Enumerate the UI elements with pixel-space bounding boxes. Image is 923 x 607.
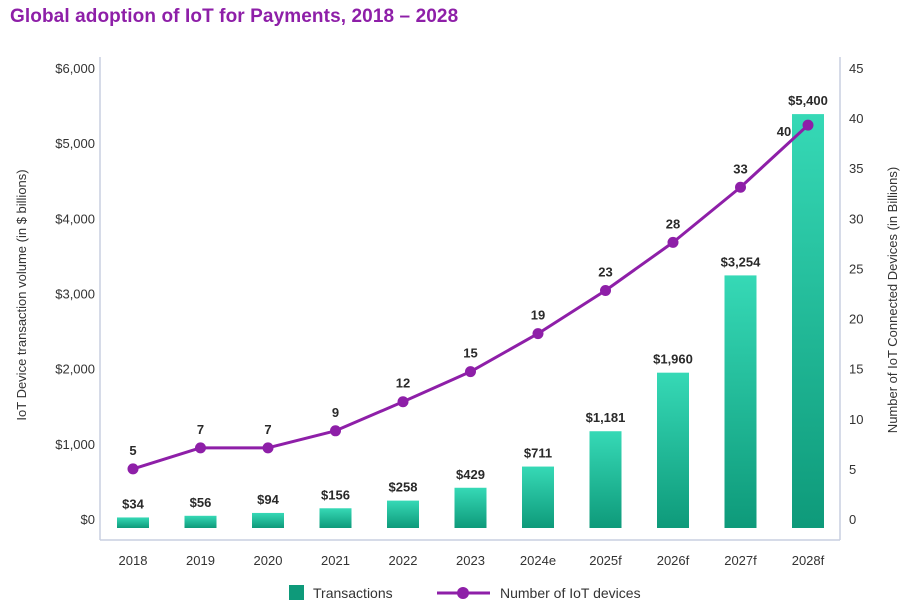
y-tick-label: $3,000 — [55, 287, 95, 302]
y2-tick-label: 10 — [849, 412, 863, 427]
devices-point — [667, 236, 679, 248]
bar-value-label: $258 — [389, 480, 418, 495]
bar — [252, 512, 284, 528]
y2-tick-label: 0 — [849, 512, 856, 527]
x-tick-label: 2021 — [321, 553, 350, 568]
x-tick-label: 2020 — [254, 553, 283, 568]
bar — [792, 114, 824, 528]
x-tick-label: 2025f — [589, 553, 622, 568]
devices-value-label: 28 — [666, 216, 680, 231]
y2-tick-label: 25 — [849, 261, 863, 276]
y-tick-label: $5,000 — [55, 136, 95, 151]
y2-axis-title: Number of IoT Connected Devices (in Bill… — [885, 167, 900, 433]
devices-point — [195, 442, 206, 454]
devices-point — [127, 463, 139, 475]
y-tick-label: $2,000 — [55, 362, 95, 377]
chart-title: Global adoption of IoT for Payments, 201… — [10, 6, 459, 27]
devices-value-label: 40 — [777, 124, 791, 139]
bar-value-label: $56 — [190, 495, 212, 510]
bar — [724, 275, 757, 528]
y2-tick-label: 15 — [849, 362, 863, 377]
y-tick-label: $6,000 — [55, 61, 95, 76]
bar — [117, 517, 149, 528]
devices-point — [330, 425, 341, 437]
bar — [522, 466, 554, 528]
devices-value-label: 12 — [396, 376, 410, 391]
bar-value-label: $711 — [524, 446, 552, 461]
x-tick-label: 2028f — [792, 553, 825, 568]
bar-value-label: $1,181 — [586, 410, 626, 425]
bar — [454, 487, 487, 528]
legend-transactions-label: Transactions — [313, 585, 393, 601]
y2-tick-label: 40 — [849, 111, 863, 126]
bar-value-label: $156 — [321, 487, 350, 502]
devices-value-label: 7 — [197, 422, 204, 437]
y2-tick-label: 30 — [849, 211, 863, 226]
devices-value-label: 9 — [332, 405, 339, 420]
devices-value-label: 5 — [129, 443, 136, 458]
legend-devices-label: Number of IoT devices — [500, 585, 641, 601]
x-tick-label: 2026f — [657, 553, 690, 568]
devices-point — [465, 366, 476, 378]
bar-value-label: $5,400 — [788, 93, 828, 108]
devices-value-label: 15 — [463, 346, 477, 361]
devices-value-label: 33 — [733, 161, 747, 176]
bar-value-label: $34 — [122, 496, 144, 511]
devices-point — [802, 119, 814, 131]
devices-value-label: 7 — [264, 422, 271, 437]
bar — [387, 500, 419, 528]
x-tick-label: 2022 — [389, 553, 418, 568]
y2-tick-label: 45 — [849, 61, 863, 76]
y2-tick-label: 20 — [849, 312, 863, 327]
x-tick-label: 2023 — [456, 553, 485, 568]
bar-value-label: $1,960 — [653, 352, 693, 367]
x-tick-label: 2018 — [119, 553, 148, 568]
devices-point — [397, 396, 409, 408]
bar — [589, 431, 622, 528]
y-tick-label: $4,000 — [55, 211, 95, 226]
x-tick-label: 2024e — [520, 553, 556, 568]
legend-line-marker — [457, 587, 469, 599]
y2-tick-label: 5 — [849, 462, 856, 477]
devices-value-label: 23 — [598, 264, 612, 279]
y-axis-title: IoT Device transaction volume (in $ bill… — [14, 169, 29, 420]
bar — [657, 372, 689, 528]
y2-tick-label: 35 — [849, 161, 863, 176]
bar — [184, 515, 217, 528]
x-tick-label: 2027f — [724, 553, 757, 568]
devices-line — [132, 124, 810, 471]
x-tick-label: 2019 — [186, 553, 215, 568]
bar-value-label: $429 — [456, 467, 485, 482]
y-tick-label: $0 — [81, 512, 95, 527]
legend-bar-swatch — [289, 585, 304, 600]
devices-point — [262, 442, 274, 454]
bar-value-label: $3,254 — [721, 254, 762, 269]
bar-value-label: $94 — [257, 492, 279, 507]
devices-point — [600, 284, 611, 296]
bar — [319, 508, 352, 528]
y-tick-label: $1,000 — [55, 437, 95, 452]
devices-value-label: 19 — [531, 308, 545, 323]
devices-point — [532, 328, 544, 340]
devices-point — [735, 181, 746, 193]
